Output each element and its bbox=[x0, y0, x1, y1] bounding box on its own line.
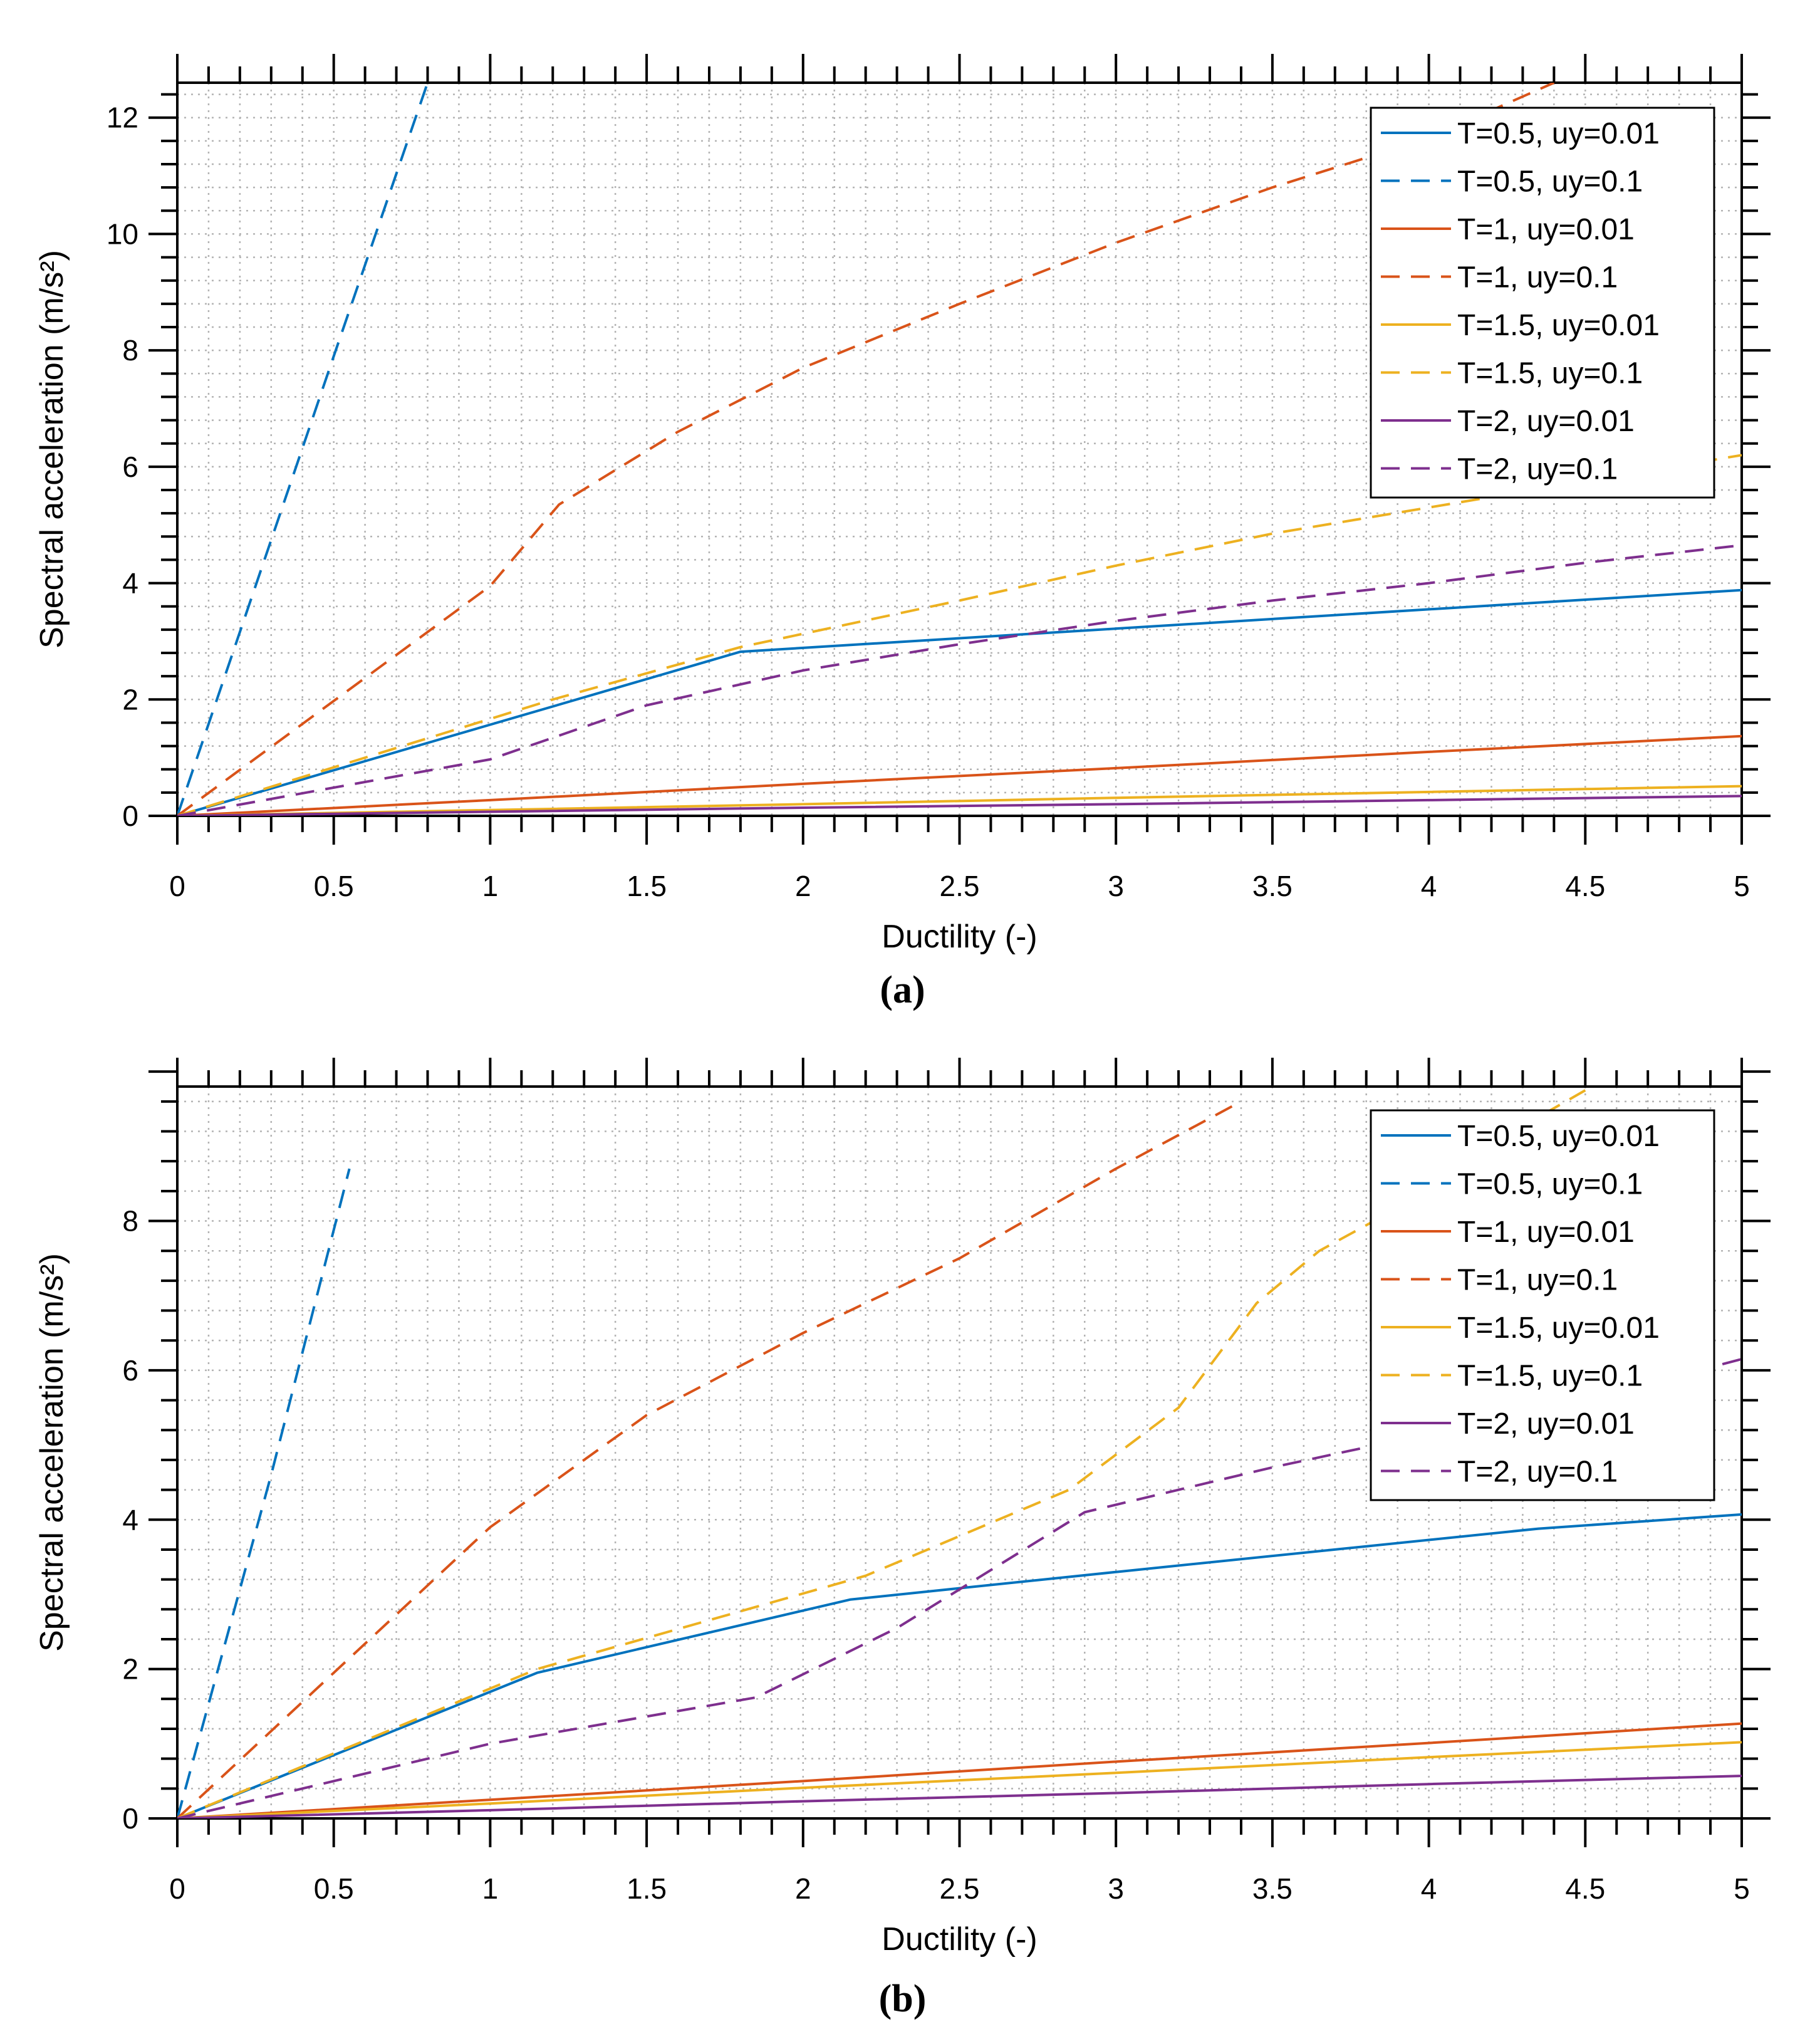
x-tick-label: 3.5 bbox=[1252, 1872, 1293, 1905]
x-tick-label: 5 bbox=[1734, 1872, 1750, 1905]
legend-box bbox=[1370, 1109, 1715, 1501]
x-tick-label: 2 bbox=[795, 870, 811, 902]
legend-entry-t-1-uy-0-01: T=1, uy=0.01 bbox=[1457, 213, 1635, 246]
legend-entry-t-1-uy-0-01: T=1, uy=0.01 bbox=[1457, 1216, 1635, 1249]
x-tick-label: 0.5 bbox=[314, 870, 354, 902]
x-tick-label: 3 bbox=[1108, 1872, 1124, 1905]
series-t-2-uy-0-01-solid bbox=[177, 795, 1742, 816]
x-tick-label: 1.5 bbox=[627, 870, 667, 902]
legend-entry-t-2-uy-0-1: T=2, uy=0.1 bbox=[1457, 1456, 1618, 1489]
legend-a: T=0.5, uy=0.01 T=0.5, uy=0.1 T=1, uy=0.01 T… bbox=[1370, 107, 1715, 499]
panel-b-chart: 0 0.5 1 1.5 2 2.5 3 3.5 4 4.5 5 0 2 4 6 8 Ductility (-) S… bbox=[34, 1058, 1771, 1958]
y-tick-label: 4 bbox=[122, 567, 138, 600]
x-tick-label: 4.5 bbox=[1565, 870, 1605, 902]
series-t-0-5-uy-0-01-solid bbox=[177, 1513, 1742, 1818]
legend-entry-t-1-5-uy-0-1: T=1.5, uy=0.1 bbox=[1457, 357, 1643, 390]
series-t-2-uy-0-1-dashed bbox=[177, 544, 1742, 816]
y-tick-label: 4 bbox=[122, 1503, 138, 1536]
legend-entry-t-0-5-uy-0-1: T=0.5, uy=0.1 bbox=[1457, 165, 1643, 199]
x-tick-label: 3 bbox=[1108, 870, 1124, 902]
y-tick-label: 10 bbox=[107, 217, 138, 250]
x-tick-label: 1 bbox=[482, 1872, 499, 1905]
y-tick-label: 8 bbox=[122, 1205, 138, 1238]
y-tick-label: 6 bbox=[122, 451, 138, 483]
x-tick-label: 4 bbox=[1421, 1872, 1437, 1905]
y-tick-label: 12 bbox=[107, 102, 138, 134]
legend-entry-t-1-5-uy-0-01: T=1.5, uy=0.01 bbox=[1457, 309, 1660, 342]
ticks-b bbox=[148, 1058, 1771, 1847]
panel-a-chart: 0 0.5 1 1.5 2 2.5 3 3.5 4 4.5 5 0 2 4 6 8 10 12 Ductility … bbox=[34, 54, 1771, 955]
series-t-2-uy-0-01-solid bbox=[177, 1775, 1742, 1818]
legend-entry-t-2-uy-0-1: T=2, uy=0.1 bbox=[1457, 453, 1618, 486]
x-tick-label: 4.5 bbox=[1565, 1872, 1605, 1905]
legend-b: T=0.5, uy=0.01 T=0.5, uy=0.1 T=1, uy=0.01 T… bbox=[1370, 1109, 1715, 1501]
y-axis-label: Spectral acceleration (m/s²) bbox=[34, 1253, 70, 1652]
series-t-0-5-uy-0-1-dashed bbox=[177, 83, 429, 816]
caption-a: (a) bbox=[880, 969, 925, 1011]
x-tick-label: 1 bbox=[482, 870, 499, 902]
y-tick-label: 8 bbox=[122, 334, 138, 367]
x-tick-label: 2.5 bbox=[940, 870, 980, 902]
y-tick-label: 6 bbox=[122, 1354, 138, 1387]
y-axis-label: Spectral acceleration (m/s²) bbox=[34, 250, 70, 649]
legend-entry-t-0-5-uy-0-01: T=0.5, uy=0.01 bbox=[1457, 117, 1660, 150]
legend-entry-t-0-5-uy-0-01: T=0.5, uy=0.01 bbox=[1457, 1120, 1660, 1153]
series-t-1-uy-0-1-dashed bbox=[177, 1100, 1242, 1818]
legend-entry-t-2-uy-0-01: T=2, uy=0.01 bbox=[1457, 405, 1635, 438]
x-tick-label: 5 bbox=[1734, 870, 1750, 902]
caption-b: (b) bbox=[878, 1978, 927, 2020]
x-tick-label: 0 bbox=[169, 1872, 185, 1905]
legend-entry-t-0-5-uy-0-1: T=0.5, uy=0.1 bbox=[1457, 1168, 1643, 1201]
series-t-1-5-uy-0-01-solid bbox=[177, 1741, 1742, 1818]
series-t-1-5-uy-0-01-solid bbox=[177, 785, 1742, 816]
x-tick-label: 0 bbox=[169, 870, 185, 902]
series-group-a bbox=[177, 83, 1742, 816]
legend-entry-t-2-uy-0-01: T=2, uy=0.01 bbox=[1457, 1407, 1635, 1441]
series-t-1-uy-0-01-solid bbox=[177, 734, 1742, 816]
series-t-1-uy-0-01-solid bbox=[177, 1722, 1742, 1818]
x-tick-label: 3.5 bbox=[1252, 870, 1293, 902]
legend-entry-t-1-uy-0-1: T=1, uy=0.1 bbox=[1457, 261, 1618, 295]
x-tick-label: 1.5 bbox=[627, 1872, 667, 1905]
x-tick-label: 4 bbox=[1421, 870, 1437, 902]
x-tick-label: 2.5 bbox=[940, 1872, 980, 1905]
x-axis-label: Ductility (-) bbox=[882, 919, 1037, 955]
y-tick-label: 0 bbox=[122, 800, 138, 832]
y-tick-label: 0 bbox=[122, 1802, 138, 1835]
y-tick-label: 2 bbox=[122, 683, 138, 716]
series-t-0-5-uy-0-01-solid bbox=[177, 588, 1742, 816]
legend-box bbox=[1370, 107, 1715, 499]
x-tick-label: 2 bbox=[795, 1872, 811, 1905]
x-axis-label: Ductility (-) bbox=[882, 1921, 1037, 1958]
x-tick-label: 0.5 bbox=[314, 1872, 354, 1905]
ticks-a bbox=[148, 54, 1771, 845]
legend-entry-t-1-5-uy-0-01: T=1.5, uy=0.01 bbox=[1457, 1311, 1660, 1345]
legend-entry-t-1-5-uy-0-1: T=1.5, uy=0.1 bbox=[1457, 1360, 1643, 1393]
y-tick-label: 2 bbox=[122, 1653, 138, 1686]
series-t-0-5-uy-0-1-dashed bbox=[177, 1168, 351, 1818]
series-t-1-uy-0-1-dashed bbox=[177, 83, 1555, 816]
legend-entry-t-1-uy-0-1: T=1, uy=0.1 bbox=[1457, 1264, 1618, 1297]
